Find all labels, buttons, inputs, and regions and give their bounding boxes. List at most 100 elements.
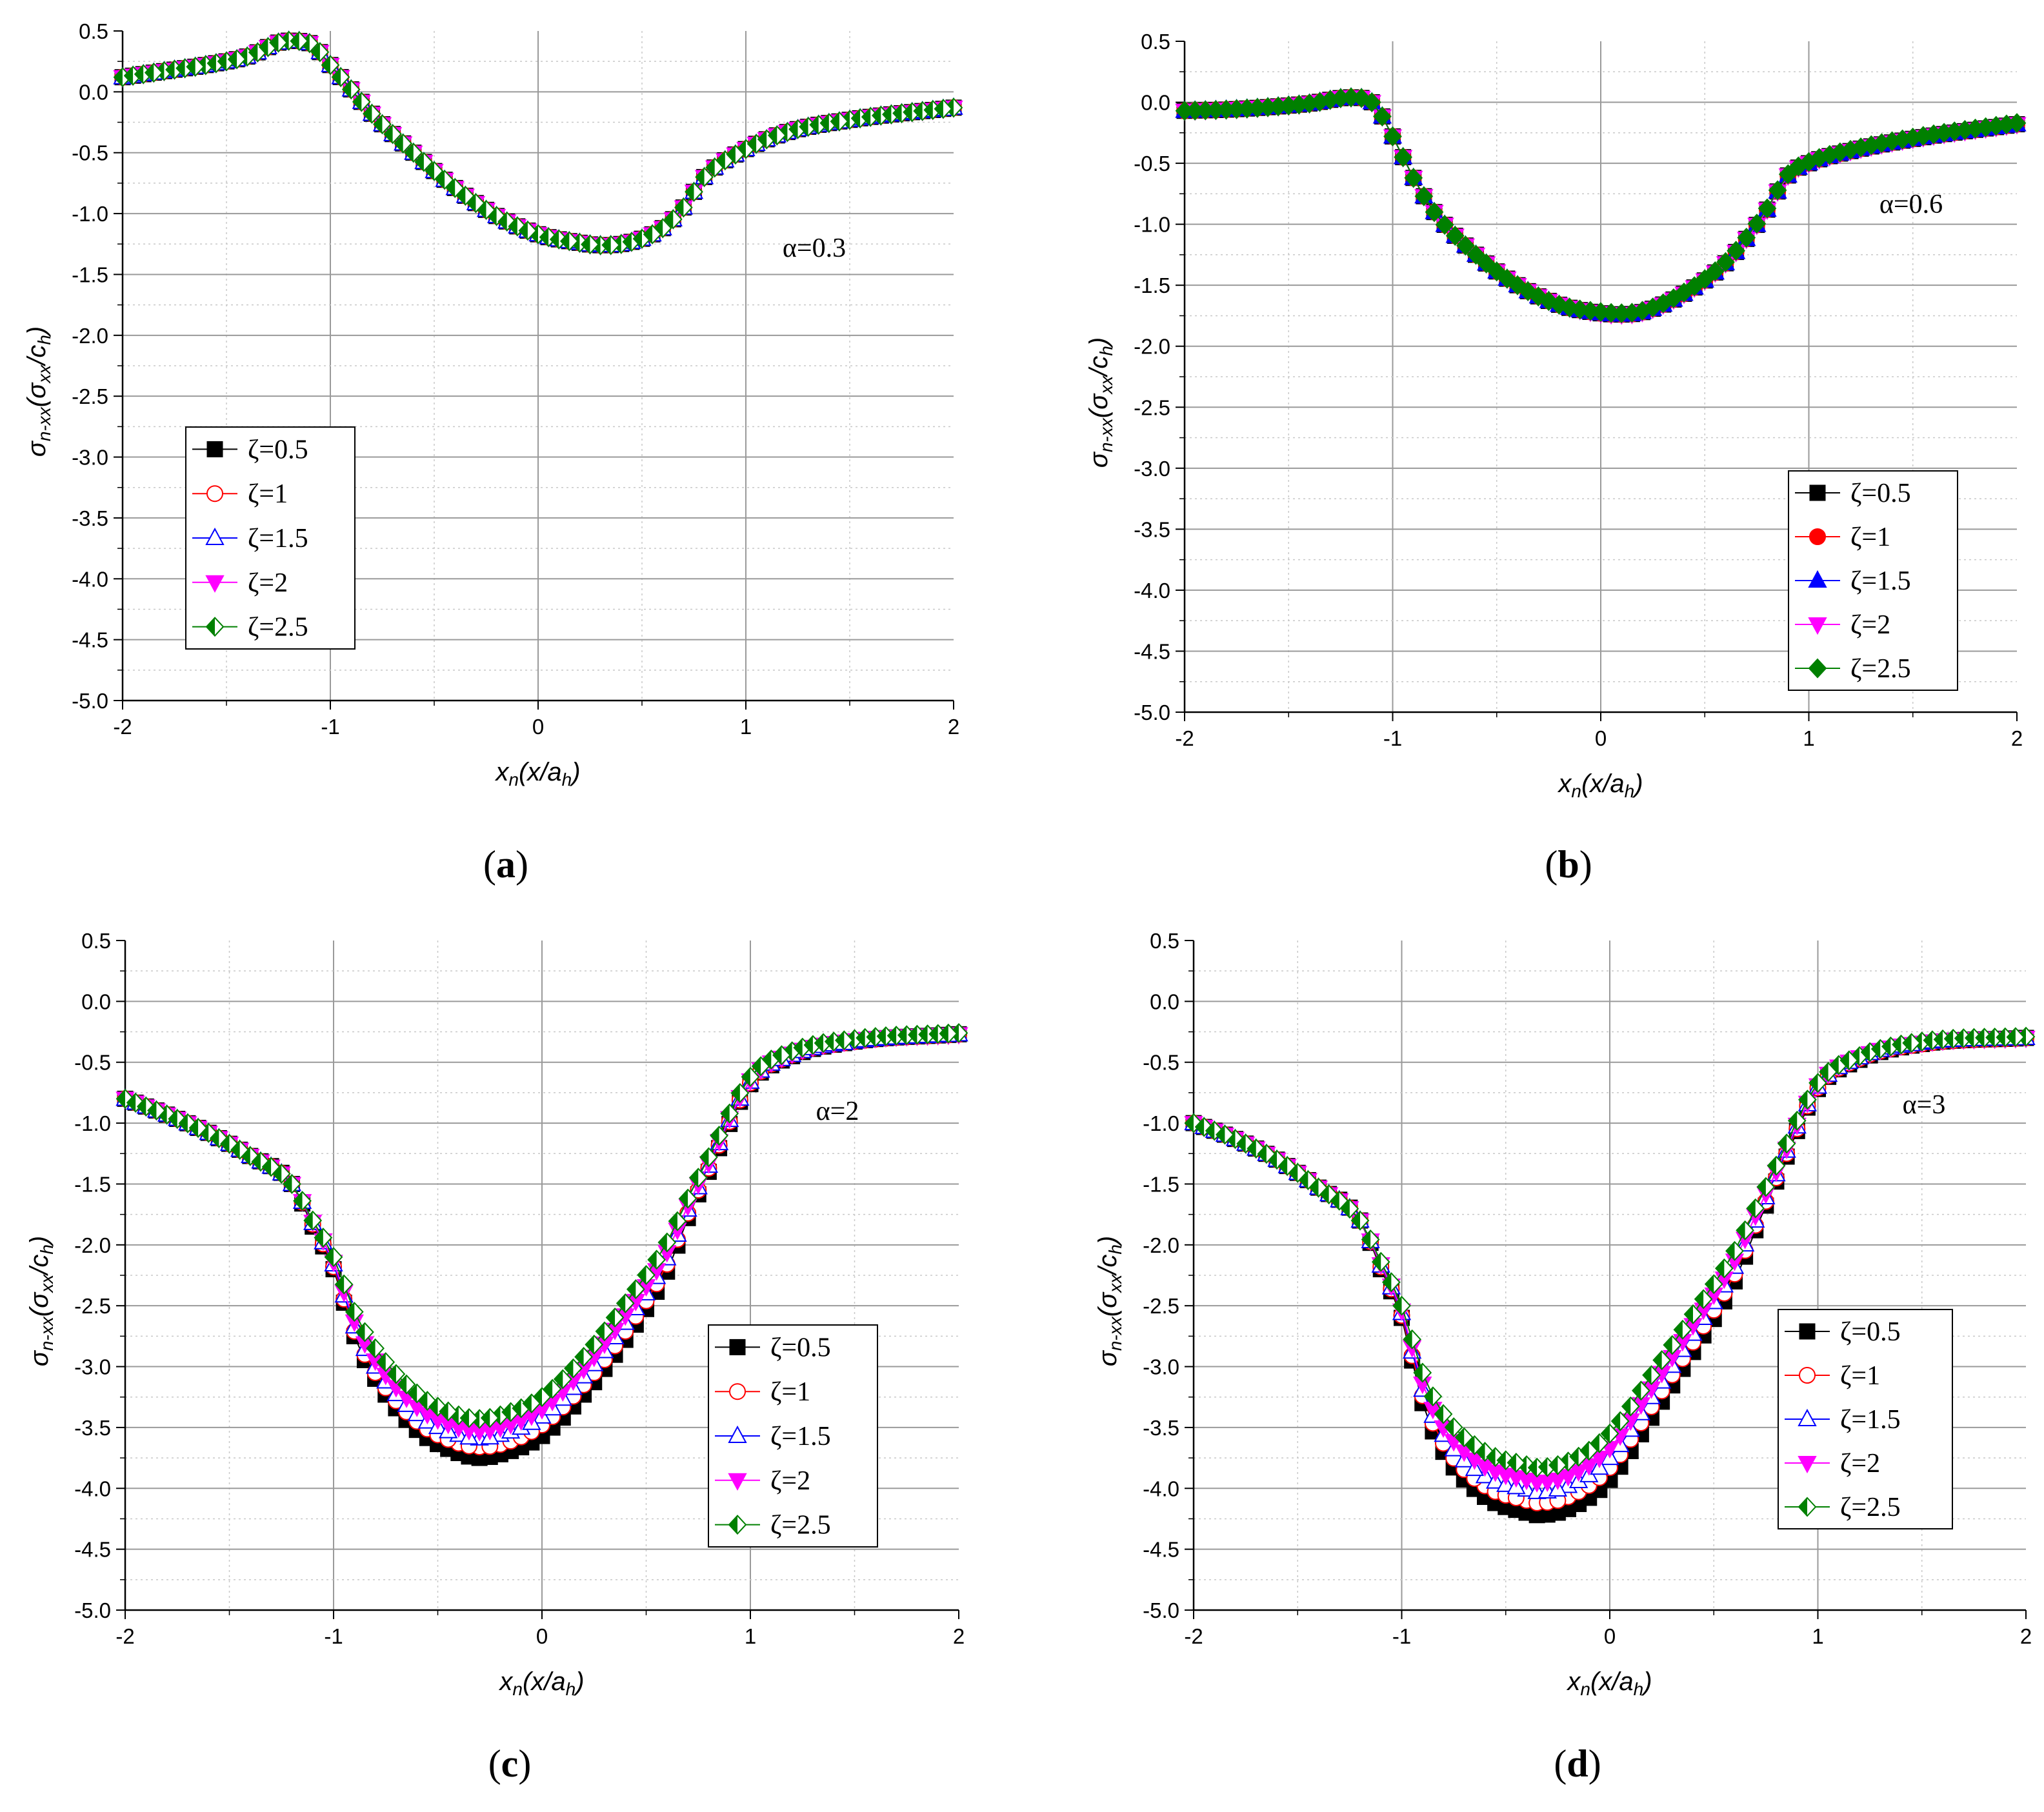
data-point [1404, 168, 1423, 188]
alpha-annotation: α=0.3 [783, 234, 846, 263]
y-axis-label-slash: /c [25, 1255, 54, 1277]
y-tick-label: 0.5 [1150, 929, 1179, 953]
y-tick-label: -1.0 [74, 1111, 111, 1135]
data-point-half [1601, 1424, 1610, 1443]
legend-label: ζ=2 [1840, 1449, 1880, 1478]
y-tick-label: -3.0 [1134, 457, 1170, 481]
series-marker-half [903, 103, 912, 121]
data-point-half [742, 1068, 750, 1086]
y-axis-label-paren-sub: xx [37, 1274, 57, 1294]
data-point-half [1747, 1199, 1756, 1218]
legend-label: ζ=2 [248, 568, 288, 598]
series-marker-half [1216, 1125, 1225, 1144]
panel-caption-open: ( [483, 843, 496, 886]
series-marker [643, 224, 662, 244]
y-axis-label: σn-xx(σxx/ch) [1094, 1236, 1125, 1367]
x-axis-label-close: ) [1641, 1668, 1652, 1696]
x-axis-label-paren: (x/a [519, 758, 562, 786]
series-marker-half [924, 101, 933, 119]
y-axis-label-main: σ [1085, 451, 1113, 468]
series-marker [928, 1024, 948, 1044]
series-marker [585, 1334, 604, 1355]
series-marker [1727, 241, 1745, 261]
y-axis-label-slash-sub: h [37, 1244, 57, 1255]
data-point-half [304, 1211, 313, 1230]
series-marker-half [758, 130, 767, 148]
legend-item: ζ=1 [1785, 1361, 1880, 1391]
series-marker [892, 103, 911, 124]
y-tick-label: 0.0 [81, 990, 111, 1013]
data-point-half [1393, 1297, 1402, 1315]
data-point [324, 1247, 343, 1268]
series-marker-half [1819, 1062, 1829, 1081]
x-tick-label: 0 [536, 1624, 548, 1648]
x-tick-label: -2 [115, 1624, 134, 1648]
y-tick-label: -4.5 [1134, 639, 1170, 663]
legend-item: ζ=1 [1795, 523, 1890, 552]
series-marker-half [1976, 1028, 1985, 1047]
series-marker-half [888, 1026, 897, 1045]
data-point [1809, 1073, 1827, 1093]
legend-label: ζ=0.5 [1840, 1317, 1901, 1347]
series-marker [272, 1164, 291, 1184]
series-marker [543, 1379, 562, 1399]
data-point-half [346, 1302, 355, 1321]
series-marker-half [721, 1104, 730, 1123]
series-marker [1507, 1453, 1526, 1473]
series-marker-half [585, 1335, 594, 1354]
series-marker-half [550, 230, 559, 249]
series-marker-half [690, 1168, 699, 1187]
series-marker [601, 235, 621, 255]
series-marker [144, 63, 163, 83]
y-tick-label: 0.5 [79, 19, 108, 43]
panel-caption-open: ( [488, 1742, 501, 1785]
series-marker [710, 1126, 728, 1146]
y-axis-label-sub: n-xx [1096, 417, 1116, 452]
y-tick-label: -3.5 [1134, 517, 1170, 541]
series-marker-half [706, 158, 715, 177]
series-marker-half [581, 235, 590, 254]
y-axis-label-paren: (σ [1094, 1291, 1122, 1317]
series-marker-half [377, 1353, 386, 1371]
series-marker-half [419, 1391, 428, 1410]
legend-label: ζ=1 [248, 479, 288, 509]
legend-label: ζ=2 [770, 1466, 810, 1496]
series-marker [331, 67, 350, 87]
series-marker-half [176, 59, 185, 77]
data-point-half [1372, 1253, 1381, 1271]
data-point-half [366, 1339, 376, 1358]
series-marker-half [1663, 1336, 1672, 1355]
data-point [1392, 1295, 1411, 1316]
y-tick-label: -1.5 [1134, 274, 1170, 297]
y-axis-label-main: σ [23, 440, 51, 457]
panel-caption-close: ) [1579, 843, 1592, 886]
series-marker-half [1580, 1441, 1589, 1460]
panel-caption-close: ) [516, 843, 528, 886]
series-marker-half [231, 1140, 240, 1159]
series-marker [668, 1211, 687, 1231]
series-marker-half [716, 151, 725, 170]
legend-item: ζ=2 [1785, 1449, 1880, 1478]
x-axis-label-paren: (x/a [1590, 1668, 1634, 1696]
series-marker-half [2007, 1028, 2016, 1046]
y-tick-label: -0.5 [1134, 152, 1170, 175]
alpha-annotation: α=2 [816, 1097, 859, 1126]
legend-item: ζ=2.5 [715, 1511, 831, 1540]
data-point [404, 143, 423, 163]
series-marker [477, 199, 496, 220]
x-tick-label: 1 [740, 715, 752, 739]
legend-marker [205, 575, 225, 593]
series-marker-half [1362, 1230, 1371, 1249]
legend-label: ζ=0.5 [770, 1333, 831, 1362]
legend-item: ζ=0.5 [192, 435, 308, 464]
y-tick-label: -2.0 [74, 1233, 111, 1257]
series-marker [269, 32, 288, 53]
series-marker [1498, 268, 1517, 289]
y-tick-label: -4.5 [1143, 1538, 1179, 1562]
data-point [674, 197, 693, 218]
chart-panel-a: 0.5 0.0 -0.5 -1.0 -1.5 -2.0 -2.5 -3.0 -3.5 -4.0 -4… [23, 19, 963, 886]
x-tick-label: 1 [1803, 726, 1814, 750]
data-point-half [779, 123, 788, 141]
legend-item: ζ=2 [192, 568, 288, 598]
panel-caption-close: ) [518, 1742, 531, 1785]
